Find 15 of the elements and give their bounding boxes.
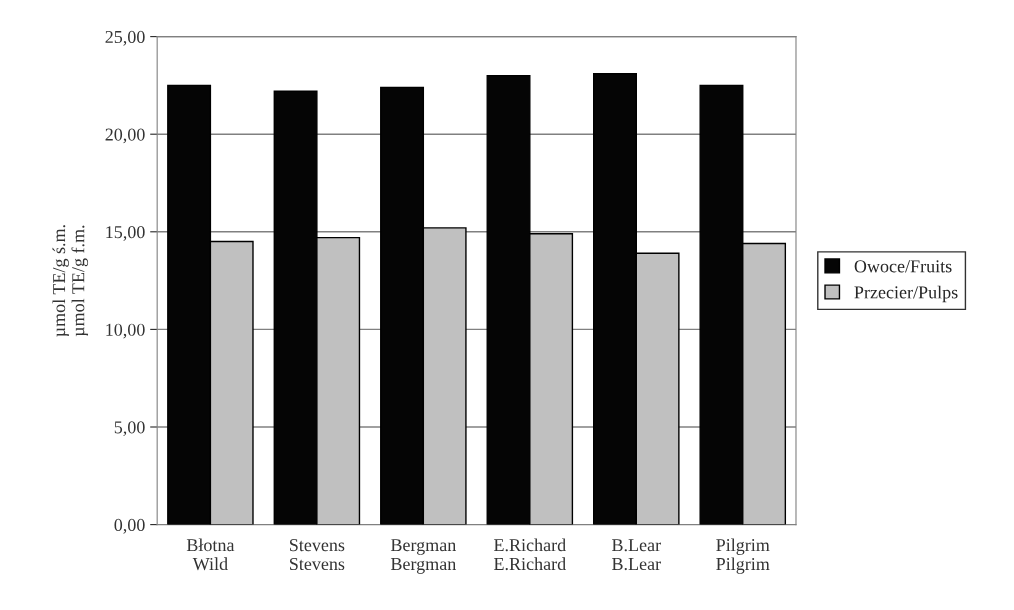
- x-tick-label: Bergman Bergman: [390, 539, 456, 574]
- y-tick-label: 10,00: [106, 323, 145, 339]
- y-axis-title: µmol TE/g ś.m. µmol TE/g f.m.: [52, 225, 89, 337]
- y-tick-label: 25,00: [105, 30, 145, 46]
- y-tick-label: 15,00: [106, 226, 145, 241]
- x-tick-label: Stevens Stevens: [290, 539, 345, 571]
- x-tick-label: B.Lear B.Lear: [611, 539, 661, 571]
- y-tick-label: 20,00: [105, 128, 145, 144]
- x-tick-label: E.Richard E.Richard: [493, 538, 566, 571]
- y-tick-label: 0,00: [114, 518, 145, 534]
- y-tick-label: 5,00: [114, 421, 145, 437]
- x-tick-label: Pilgrim Pilgrim: [716, 538, 770, 574]
- x-tick-label: Błotna Wild: [186, 538, 235, 571]
- legend-label: Przecier/Pulps: [854, 285, 958, 303]
- legend-label: Owoce/Fruits: [854, 260, 952, 273]
